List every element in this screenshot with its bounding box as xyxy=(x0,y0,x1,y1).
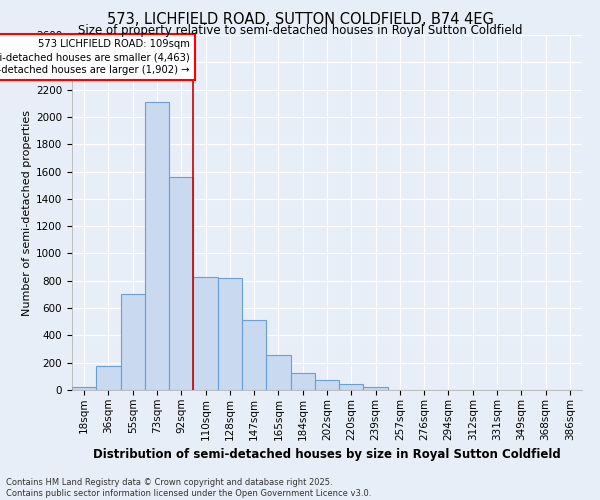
X-axis label: Distribution of semi-detached houses by size in Royal Sutton Coldfield: Distribution of semi-detached houses by … xyxy=(93,448,561,461)
Bar xyxy=(315,380,339,390)
Bar xyxy=(96,366,121,390)
Text: Size of property relative to semi-detached houses in Royal Sutton Coldfield: Size of property relative to semi-detach… xyxy=(78,24,522,37)
Bar xyxy=(72,388,96,390)
Y-axis label: Number of semi-detached properties: Number of semi-detached properties xyxy=(22,110,32,316)
Bar xyxy=(145,102,169,390)
Bar xyxy=(242,320,266,390)
Bar xyxy=(339,384,364,390)
Text: Contains HM Land Registry data © Crown copyright and database right 2025.
Contai: Contains HM Land Registry data © Crown c… xyxy=(6,478,371,498)
Bar xyxy=(121,294,145,390)
Bar xyxy=(169,177,193,390)
Text: 573 LICHFIELD ROAD: 109sqm
← 70% of semi-detached houses are smaller (4,463)
30%: 573 LICHFIELD ROAD: 109sqm ← 70% of semi… xyxy=(0,39,190,76)
Bar xyxy=(364,388,388,390)
Text: 573, LICHFIELD ROAD, SUTTON COLDFIELD, B74 4EG: 573, LICHFIELD ROAD, SUTTON COLDFIELD, B… xyxy=(107,12,493,28)
Bar xyxy=(290,373,315,390)
Bar xyxy=(218,278,242,390)
Bar xyxy=(266,355,290,390)
Bar xyxy=(193,278,218,390)
